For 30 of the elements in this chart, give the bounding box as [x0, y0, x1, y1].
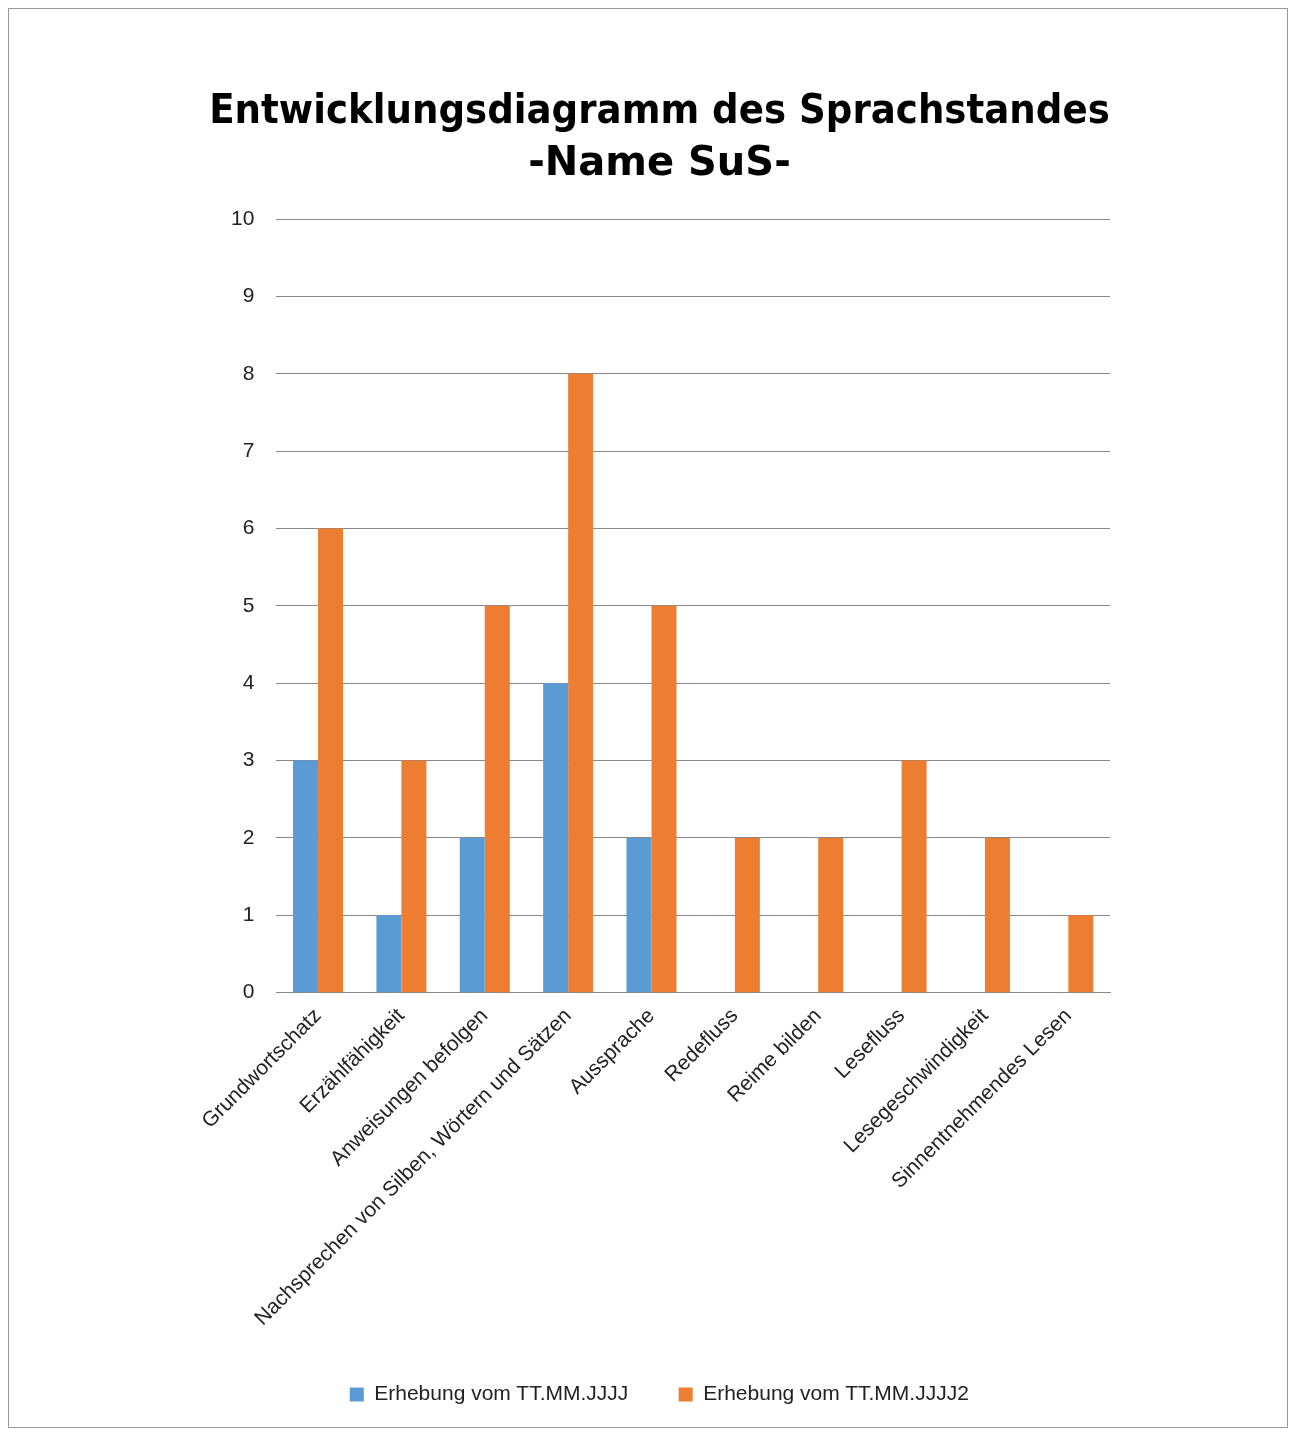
- chart-subtitle: -Name SuS-: [528, 138, 791, 185]
- bar: [818, 837, 844, 993]
- y-tick-label: 6: [242, 515, 255, 539]
- bar: [901, 760, 927, 993]
- y-tick-label: 10: [231, 205, 255, 229]
- bar: [459, 837, 485, 993]
- legend-label: Erhebung vom TT.MM.JJJJ: [374, 1381, 629, 1405]
- chart-title: Entwicklungsdiagramm des Sprachstandes: [209, 86, 1110, 133]
- y-tick-label: 8: [242, 360, 255, 384]
- y-tick-label: 0: [242, 979, 255, 1003]
- bar: [543, 683, 569, 993]
- bar: [1068, 915, 1094, 993]
- y-tick-label: 4: [242, 669, 255, 693]
- bar: [734, 837, 760, 993]
- bar: [984, 837, 1010, 993]
- bar: [626, 837, 652, 993]
- y-tick-label: 9: [242, 283, 255, 307]
- bar: [376, 915, 402, 993]
- y-tick-label: 7: [242, 437, 255, 461]
- y-tick-label: 5: [242, 592, 255, 616]
- legend-label: Erhebung vom TT.MM.JJJJ2: [703, 1381, 969, 1405]
- bar: [401, 760, 427, 993]
- bar: [568, 373, 594, 993]
- bar: [318, 528, 344, 993]
- y-tick-label: 2: [242, 824, 255, 848]
- bar: [484, 605, 510, 993]
- bar: [293, 760, 319, 993]
- y-tick-label: 3: [242, 747, 255, 771]
- y-tick-label: 1: [242, 902, 255, 926]
- bar: [651, 605, 677, 993]
